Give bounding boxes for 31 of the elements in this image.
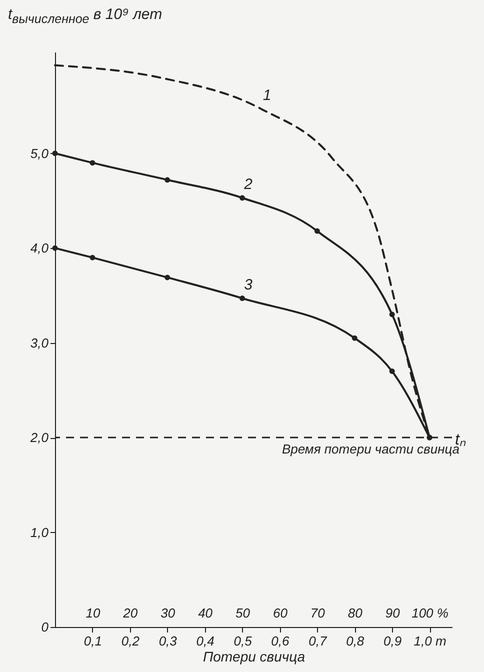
x2-tick-label: 60 — [272, 606, 288, 620]
x-tick-label: 0,6 — [271, 634, 290, 648]
x2-tick-label: 70 — [310, 606, 326, 620]
y-tick-label: 5,0 — [30, 146, 50, 161]
x-tick-label: 0,3 — [158, 634, 178, 648]
x-tick-label: 0,7 — [308, 634, 328, 648]
x2-tick-label: 40 — [198, 606, 214, 620]
y-tick-label: 4,0 — [30, 240, 50, 256]
series-label: 1 — [262, 86, 272, 104]
x-tick-label: 0,1 — [84, 634, 102, 648]
x2-tick-label: 10 — [86, 606, 101, 620]
x-tick-label: 0,2 — [121, 634, 140, 648]
y-tick-label: 1,0 — [30, 524, 50, 540]
x-tick-label: 0,5 — [234, 634, 253, 648]
x-tick-label: 1,0 m — [414, 634, 446, 648]
series-label: 2 — [243, 176, 254, 193]
y-tick-label: 0 — [41, 620, 50, 634]
x-tick-label: 0,4 — [196, 634, 214, 648]
y-tick-label: 3,0 — [30, 335, 50, 350]
x2-tick-label: 80 — [348, 606, 364, 620]
x-tick-label: 0,9 — [384, 634, 402, 648]
x2-tick-label: 100 % — [412, 606, 448, 620]
x2-tick-label: 90 — [385, 606, 401, 620]
x2-tick-label: 50 — [236, 606, 251, 620]
x2-tick-label: 20 — [122, 606, 138, 620]
x-axis-title: Потери свичца — [202, 648, 306, 664]
x-tick-label: 0,8 — [346, 634, 365, 648]
y-axis-title: t$_{вычисленное}$ в 10⁹ лет — [8, 6, 162, 26]
x2-tick-label: 30 — [160, 606, 176, 620]
y-tick-label: 2,0 — [29, 430, 50, 446]
series-label: 3 — [244, 276, 254, 294]
